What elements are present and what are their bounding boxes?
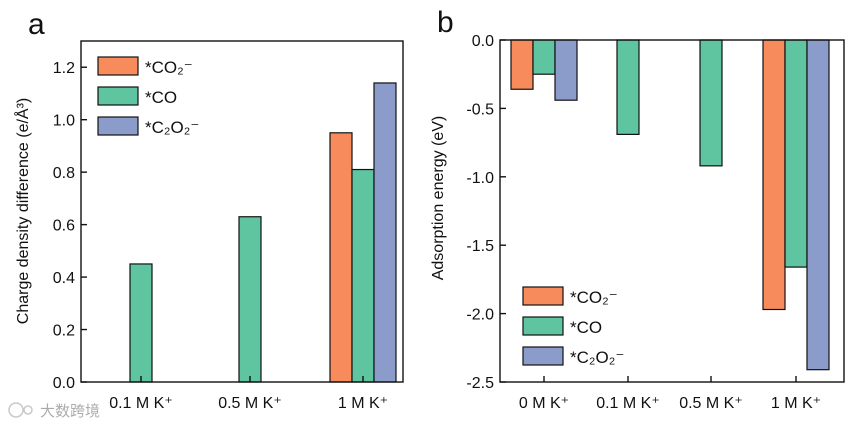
a-ytick-label: 0.6 <box>53 218 75 235</box>
a-ytick-label: 0.2 <box>53 323 75 340</box>
panel-b-xaxis: 0 M K⁺ 0.1 M K⁺ 0.5 M K⁺ 1 M K⁺ <box>519 376 821 412</box>
panel-b-yaxis: 0.0 -0.5 -1.0 -1.5 -2.0 -2.5 <box>466 33 506 392</box>
a-ytick-label: 0.0 <box>53 375 75 392</box>
bar-b-c2o2-3 <box>806 39 830 371</box>
b-ytick-label: 0.0 <box>472 33 494 50</box>
bar-b-co-2 <box>699 39 723 167</box>
panel-a-yaxis: 0.0 0.2 0.4 0.6 0.8 1.0 1.2 <box>53 60 87 392</box>
bar-a-co-1 <box>238 216 262 383</box>
b-xtick-label: 0.5 M K⁺ <box>679 395 743 412</box>
b-xtick-label: 0.1 M K⁺ <box>596 395 660 412</box>
a-legend-swatch-co <box>97 86 139 106</box>
panel-b-plot-frame <box>499 39 845 383</box>
b-legend-label-co2: *CO₂⁻ <box>570 288 618 307</box>
b-legend-swatch-co <box>522 316 564 336</box>
a-ytick-label: 1.2 <box>53 60 75 77</box>
panel-b-label: b <box>437 6 454 39</box>
panel-b-ylabel: Adsorption energy (eV) <box>430 116 447 281</box>
b-xtick-label: 1 M K⁺ <box>771 395 821 412</box>
b-legend-label-co: *CO <box>570 318 602 337</box>
b-ytick-label: -0.5 <box>466 101 494 118</box>
bar-a-co2-2 <box>329 132 353 383</box>
panel-a-ylabel: Charge density difference (e/Å³) <box>13 98 32 324</box>
watermark-text: 大数跨境 <box>40 402 100 420</box>
b-legend-label-c2o2: *C₂O₂⁻ <box>570 348 624 367</box>
a-ytick-label: 0.4 <box>53 270 75 287</box>
panel-a-xaxis: 0.1 M K⁺ 0.5 M K⁺ 1 M K⁺ <box>109 376 388 412</box>
b-xtick-label: 0 M K⁺ <box>519 395 569 412</box>
a-legend-swatch-co2 <box>97 56 139 76</box>
a-xtick-label: 1 M K⁺ <box>338 395 388 412</box>
bar-a-co-2 <box>351 168 375 383</box>
panel-a-plot-frame <box>80 40 404 383</box>
b-ytick-label: -2.5 <box>466 375 494 392</box>
bar-b-co-0 <box>532 39 556 75</box>
bar-b-c2o2-0 <box>554 39 578 101</box>
a-ytick-label: 1.0 <box>53 113 75 130</box>
panel-a-bars <box>129 82 397 383</box>
watermark: 大数跨境 <box>8 402 100 420</box>
b-legend-swatch-co2 <box>522 286 564 306</box>
watermark-logo-icon <box>8 402 24 418</box>
panel-b: b Adsorption energy (eV) 0.0 -0.5 -1.0 -1.5… <box>430 6 845 412</box>
b-legend-swatch-c2o2 <box>522 346 564 366</box>
b-ytick-label: -1.0 <box>466 170 494 187</box>
a-legend-label-c2o2: *C₂O₂⁻ <box>145 118 199 137</box>
a-legend-swatch-c2o2 <box>97 116 139 136</box>
bar-a-c2o2-2 <box>373 82 397 383</box>
a-xtick-label: 0.5 M K⁺ <box>218 395 282 412</box>
panel-a-legend: *CO₂⁻ *CO *C₂O₂⁻ <box>97 56 199 137</box>
a-legend-label-co2: *CO₂⁻ <box>145 58 193 77</box>
watermark-logo-dot-icon <box>23 405 33 415</box>
b-ytick-label: -2.0 <box>466 307 494 324</box>
a-ytick-label: 0.8 <box>53 165 75 182</box>
panel-a-label: a <box>28 8 45 41</box>
bar-b-co2-3 <box>762 39 786 311</box>
a-xtick-label: 0.1 M K⁺ <box>109 395 173 412</box>
bar-b-co-3 <box>784 39 808 268</box>
a-legend-label-co: *CO <box>145 88 177 107</box>
panel-a: a Charge density difference (e/Å³) 0.00.… <box>13 8 404 412</box>
panel-b-legend: *CO₂⁻ *CO *C₂O₂⁻ <box>522 286 624 367</box>
panel-b-bars <box>510 39 830 371</box>
bar-b-co-1 <box>616 39 640 135</box>
bar-b-co2-0 <box>510 39 534 90</box>
b-ytick-label: -1.5 <box>466 238 494 255</box>
bar-a-co-0 <box>129 263 153 383</box>
